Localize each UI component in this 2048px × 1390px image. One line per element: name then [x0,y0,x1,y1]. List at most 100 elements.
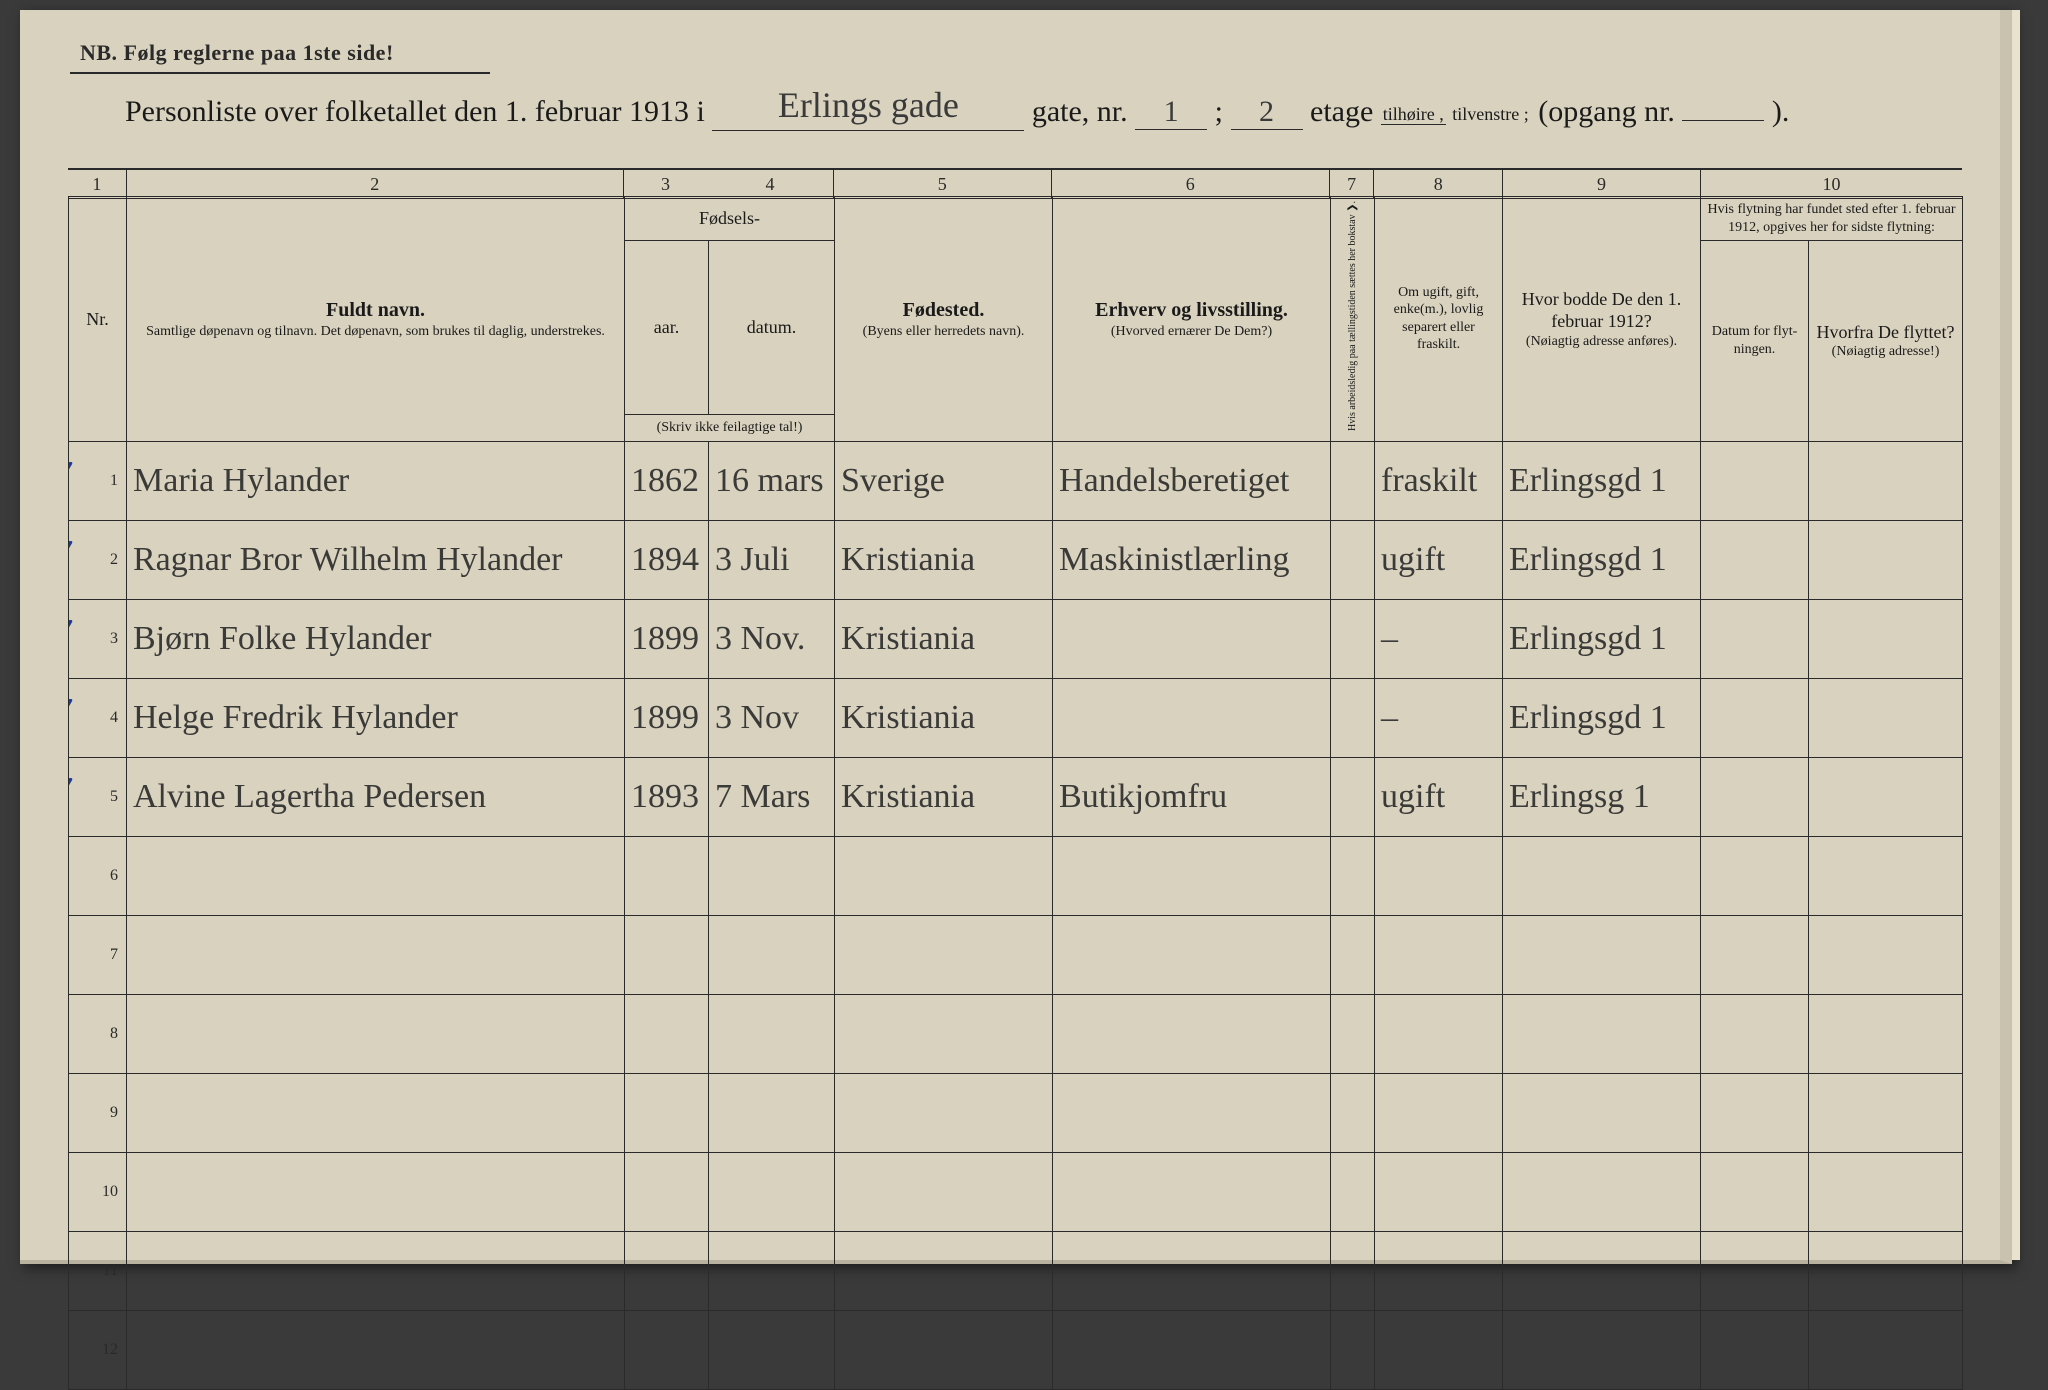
colnum-6: 6 [1052,170,1330,198]
cell-occupation: Butikjomfru [1053,757,1331,836]
cell-birthplace [835,1310,1053,1389]
table-row: 11 [69,1231,1963,1310]
colnum-9: 9 [1503,170,1701,198]
hdr-col7: Hvis arbeidsledig paa tællingstiden sætt… [1331,197,1375,442]
cell-date: 7 Mars [709,757,835,836]
cell-date: 3 Juli [709,520,835,599]
hdr-addr1912: Hvor bodde De den 1. februar 1912? (Nøia… [1503,197,1701,442]
cell-date [709,994,835,1073]
row-nr: 5✓ [69,757,127,836]
table-row: 6 [69,836,1963,915]
row-nr: 2✓ [69,520,127,599]
census-page: NB. Følg reglerne paa 1ste side! Personl… [20,10,2012,1264]
cell-addr1912: Erlingsgd 1 [1503,599,1701,678]
check-mark: ✓ [69,605,87,670]
cell-marital: – [1375,599,1503,678]
cell-birthplace [835,1073,1053,1152]
cell-date: 3 Nov. [709,599,835,678]
cell-marital [1375,1310,1503,1389]
hdr-erhverv: Erhverv og livsstilling. (Hvorved ernære… [1053,197,1331,442]
table-row: 8 [69,994,1963,1073]
nb-heading: NB. Følg reglerne paa 1ste side! [80,40,394,66]
check-mark: ✓ [69,447,87,512]
row-nr: 4✓ [69,678,127,757]
table-row: 10 [69,1152,1963,1231]
table-row: 3✓Bjørn Folke Hylander18993 Nov.Kristian… [69,599,1963,678]
cell-unemployed [1331,1231,1375,1310]
cell-move-date [1701,915,1809,994]
cell-move-date [1701,441,1809,520]
cell-move-from [1809,1231,1963,1310]
tilhoire-fraction: tilhøire , tilvenstre ; [1381,105,1531,123]
cell-addr1912: Erlingsgd 1 [1503,520,1701,599]
check-mark: ✓ [69,763,87,828]
cell-move-from [1809,915,1963,994]
cell-move-from [1809,520,1963,599]
cell-addr1912 [1503,915,1701,994]
cell-move-from [1809,1310,1963,1389]
check-mark: ✓ [69,526,87,591]
cell-birthplace [835,1152,1053,1231]
column-number-strip: 1 2 3 4 5 6 7 8 9 10 [68,168,1962,199]
cell-addr1912 [1503,1152,1701,1231]
hdr-skriv: (Skriv ikke feilagtige tal!) [625,415,835,442]
cell-birthplace [835,994,1053,1073]
cell-marital [1375,836,1503,915]
cell-year: 1899 [625,599,709,678]
cell-occupation [1053,1231,1331,1310]
cell-move-from [1809,994,1963,1073]
row-nr: 10 [69,1152,127,1231]
cell-addr1912 [1503,994,1701,1073]
cell-name [127,836,625,915]
row-nr: 12 [69,1310,127,1389]
table-row: 1✓Maria Hylander186216 marsSverigeHandel… [69,441,1963,520]
cell-occupation [1053,1152,1331,1231]
cell-date [709,915,835,994]
cell-addr1912: Erlingsg 1 [1503,757,1701,836]
row-nr: 9 [69,1073,127,1152]
cell-birthplace: Kristiania [835,520,1053,599]
cell-move-from [1809,678,1963,757]
cell-birthplace [835,915,1053,994]
colnum-4: 4 [707,170,833,198]
cell-unemployed [1331,836,1375,915]
cell-addr1912 [1503,1231,1701,1310]
hdr-fodsels: Fødsels- [625,197,835,241]
closing-paren: ). [1772,95,1790,128]
cell-name: Ragnar Bror Wilhelm Hylander [127,520,625,599]
hdr-fodested: Fødested. (Byens eller herredets navn). [835,197,1053,442]
table-row: 2✓Ragnar Bror Wilhelm Hylander18943 Juli… [69,520,1963,599]
cell-birthplace [835,836,1053,915]
cell-year: 1893 [625,757,709,836]
cell-name [127,1310,625,1389]
title-prefix: Personliste over folketallet den 1. febr… [125,95,705,128]
hdr-flyt-datum: Datum for flyt- ningen. [1701,241,1809,442]
nb-underline [70,72,490,74]
cell-move-date [1701,1310,1809,1389]
cell-name [127,915,625,994]
row-nr: 7 [69,915,127,994]
colnum-8: 8 [1374,170,1502,198]
colnum-7: 7 [1330,170,1375,198]
cell-birthplace: Kristiania [835,757,1053,836]
cell-marital [1375,1073,1503,1152]
cell-unemployed [1331,757,1375,836]
row-nr: 1✓ [69,441,127,520]
semicolon: ; [1215,95,1223,128]
cell-addr1912: Erlingsgd 1 [1503,441,1701,520]
cell-unemployed [1331,678,1375,757]
cell-occupation: Maskinistlærling [1053,520,1331,599]
hdr-name: Fuldt navn. Samtlige døpenavn og tilnavn… [127,197,625,442]
cell-year [625,1073,709,1152]
cell-marital: – [1375,678,1503,757]
cell-move-date [1701,1152,1809,1231]
gate-nr: 1 [1164,95,1179,128]
cell-year [625,994,709,1073]
cell-name [127,1152,625,1231]
hdr-aar: aar. [625,241,709,415]
colnum-10: 10 [1701,170,1962,198]
row-nr: 8 [69,994,127,1073]
check-mark: ✓ [69,684,87,749]
cell-unemployed [1331,441,1375,520]
cell-marital: ugift [1375,757,1503,836]
